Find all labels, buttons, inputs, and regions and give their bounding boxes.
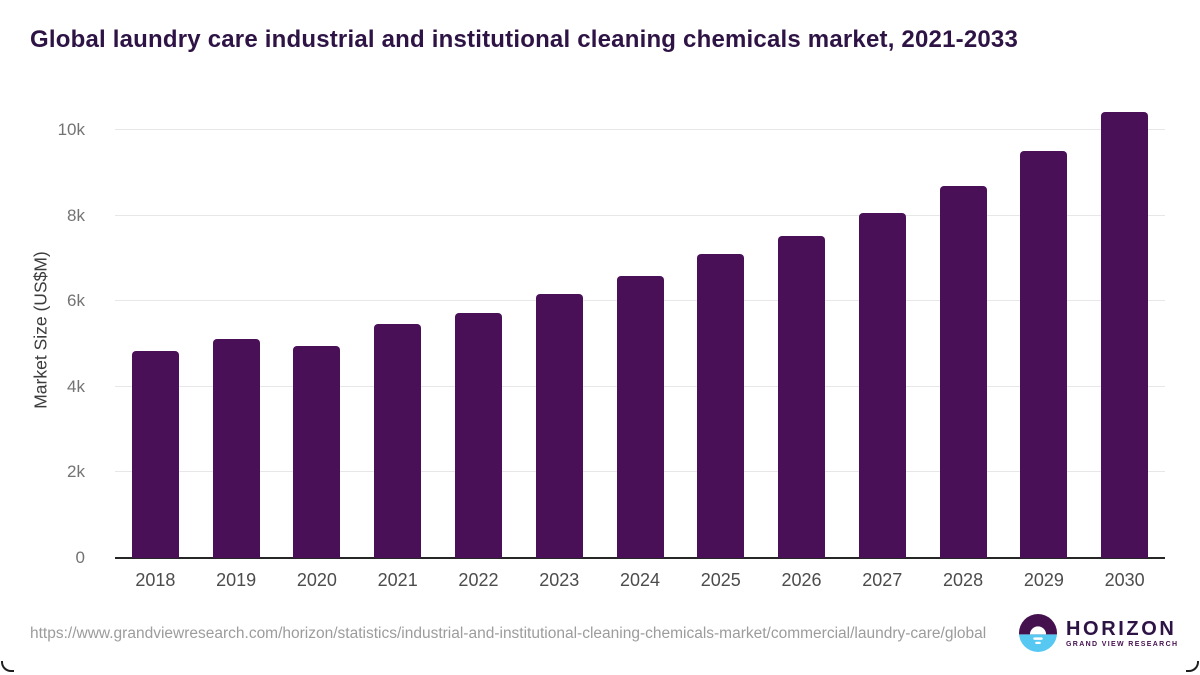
bar-2026[interactable]	[778, 236, 826, 558]
horizon-logo[interactable]: HORIZON GRAND VIEW RESEARCH	[1019, 614, 1178, 652]
x-tick-label-2026: 2026	[781, 570, 822, 590]
plot-area	[115, 100, 1165, 559]
x-axis-line	[115, 557, 1165, 559]
bar-2025[interactable]	[697, 254, 745, 558]
frame-corner-bottom-right	[1186, 661, 1199, 672]
frame-corner-bottom-left	[1, 661, 14, 672]
x-tick-label-2020: 2020	[296, 570, 337, 590]
bar-2023[interactable]	[535, 294, 583, 558]
bar-2018[interactable]	[131, 351, 179, 558]
bar-2030[interactable]	[1101, 111, 1149, 558]
y-tick-label-8k: 8k	[67, 205, 85, 225]
x-tick-label-2024: 2024	[619, 570, 661, 590]
x-tick-label-2028: 2028	[943, 570, 984, 590]
x-tick-label-2029: 2029	[1023, 570, 1064, 590]
bar-2022[interactable]	[454, 312, 502, 558]
horizon-logo-icon	[1019, 614, 1057, 652]
source-url: https://www.grandviewresearch.com/horizo…	[30, 625, 987, 642]
y-tick-label-6k: 6k	[67, 291, 85, 311]
y-tick-label-0: 0	[75, 548, 85, 567]
x-tick-label-2022: 2022	[458, 570, 499, 590]
bar-2024[interactable]	[616, 275, 664, 558]
bar-2029[interactable]	[1020, 151, 1068, 558]
gridline-10k	[115, 128, 1165, 130]
y-axis-title: Market Size (US$M)	[30, 251, 51, 409]
x-tick-label-2030: 2030	[1104, 570, 1145, 590]
logo-brand-text: HORIZON	[1066, 617, 1177, 640]
gridline-8k	[115, 214, 1165, 216]
y-tick-label-4k: 4k	[67, 376, 85, 396]
y-tick-label-10k: 10k	[57, 119, 85, 139]
chart-title: Global laundry care industrial and insti…	[30, 26, 1019, 53]
x-tick-label-2021: 2021	[377, 570, 418, 590]
bar-2027[interactable]	[858, 213, 906, 558]
x-tick-label-2019: 2019	[216, 570, 257, 590]
bar-2028[interactable]	[939, 186, 987, 558]
bar-2021[interactable]	[374, 324, 422, 558]
x-tick-label-2027: 2027	[862, 570, 903, 590]
x-tick-label-2023: 2023	[539, 570, 580, 590]
bar-2019[interactable]	[212, 339, 260, 558]
bar-2020[interactable]	[293, 346, 341, 558]
x-tick-label-2018: 2018	[135, 570, 176, 590]
x-tick-label-2025: 2025	[700, 570, 741, 590]
y-tick-label-2k: 2k	[67, 462, 85, 482]
logo-subbrand-text: GRAND VIEW RESEARCH	[1066, 640, 1179, 648]
